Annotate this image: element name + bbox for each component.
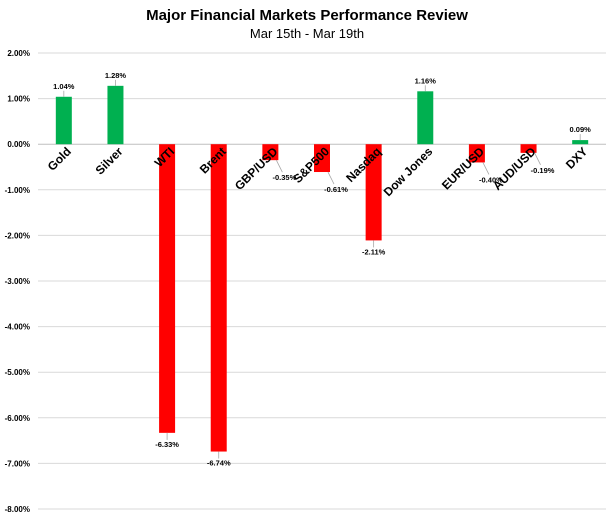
chart-subtitle: Mar 15th - Mar 19th	[250, 26, 364, 41]
y-tick-label: -3.00%	[5, 277, 30, 286]
category-label: DXY	[563, 144, 590, 171]
y-tick-label: 0.00%	[7, 140, 30, 149]
data-label: -0.35%	[272, 173, 296, 182]
data-label: -0.61%	[324, 185, 348, 194]
bar	[520, 144, 537, 153]
y-tick-label: -5.00%	[5, 368, 30, 377]
leader-line	[327, 171, 335, 185]
y-tick-label: -8.00%	[5, 505, 30, 514]
data-label: -6.74%	[207, 459, 231, 468]
bar	[159, 144, 176, 433]
y-tick-label: -2.00%	[5, 231, 30, 240]
y-tick-label: 2.00%	[7, 49, 30, 58]
bar	[55, 96, 72, 145]
data-label: 1.04%	[53, 82, 75, 91]
data-label: 1.28%	[105, 71, 127, 80]
y-tick-label: -7.00%	[5, 459, 30, 468]
leader-line	[534, 152, 541, 166]
category-label: EUR/USD	[439, 144, 487, 192]
y-tick-label: -6.00%	[5, 414, 30, 423]
y-axis: 2.00% 1.00% 0.00% -1.00% -2.00% -3.00% -4.00% -…	[5, 49, 30, 514]
bar	[210, 144, 227, 452]
data-label: 1.16%	[415, 76, 437, 85]
data-label: 0.09%	[570, 125, 592, 134]
data-label: -6.33%	[155, 440, 179, 449]
y-tick-label: -4.00%	[5, 323, 30, 332]
data-label: -0.40%	[479, 175, 503, 184]
category-label: Dow Jones	[381, 144, 436, 199]
bar	[417, 91, 434, 145]
chart-title: Major Financial Markets Performance Revi…	[146, 7, 468, 24]
data-label: -0.19%	[531, 166, 555, 175]
bar	[468, 144, 485, 163]
y-tick-label: -1.00%	[5, 186, 30, 195]
leader-line	[482, 162, 490, 175]
bar	[365, 144, 382, 241]
data-label: -2.11%	[362, 247, 386, 256]
category-label: GBP/USD	[232, 144, 281, 193]
bar	[107, 85, 124, 145]
y-tick-label: 1.00%	[7, 95, 30, 104]
bar	[262, 144, 279, 161]
bar	[314, 144, 330, 173]
data-labels: 1.04% 1.28% -6.33% -6.74% -0.35% -0.61% -2.11%…	[53, 71, 591, 468]
bar	[572, 140, 589, 145]
bars	[55, 85, 589, 452]
category-label: Gold	[45, 144, 74, 173]
gridlines	[38, 52, 606, 510]
category-label: Silver	[93, 144, 126, 177]
leader-line	[276, 159, 283, 173]
